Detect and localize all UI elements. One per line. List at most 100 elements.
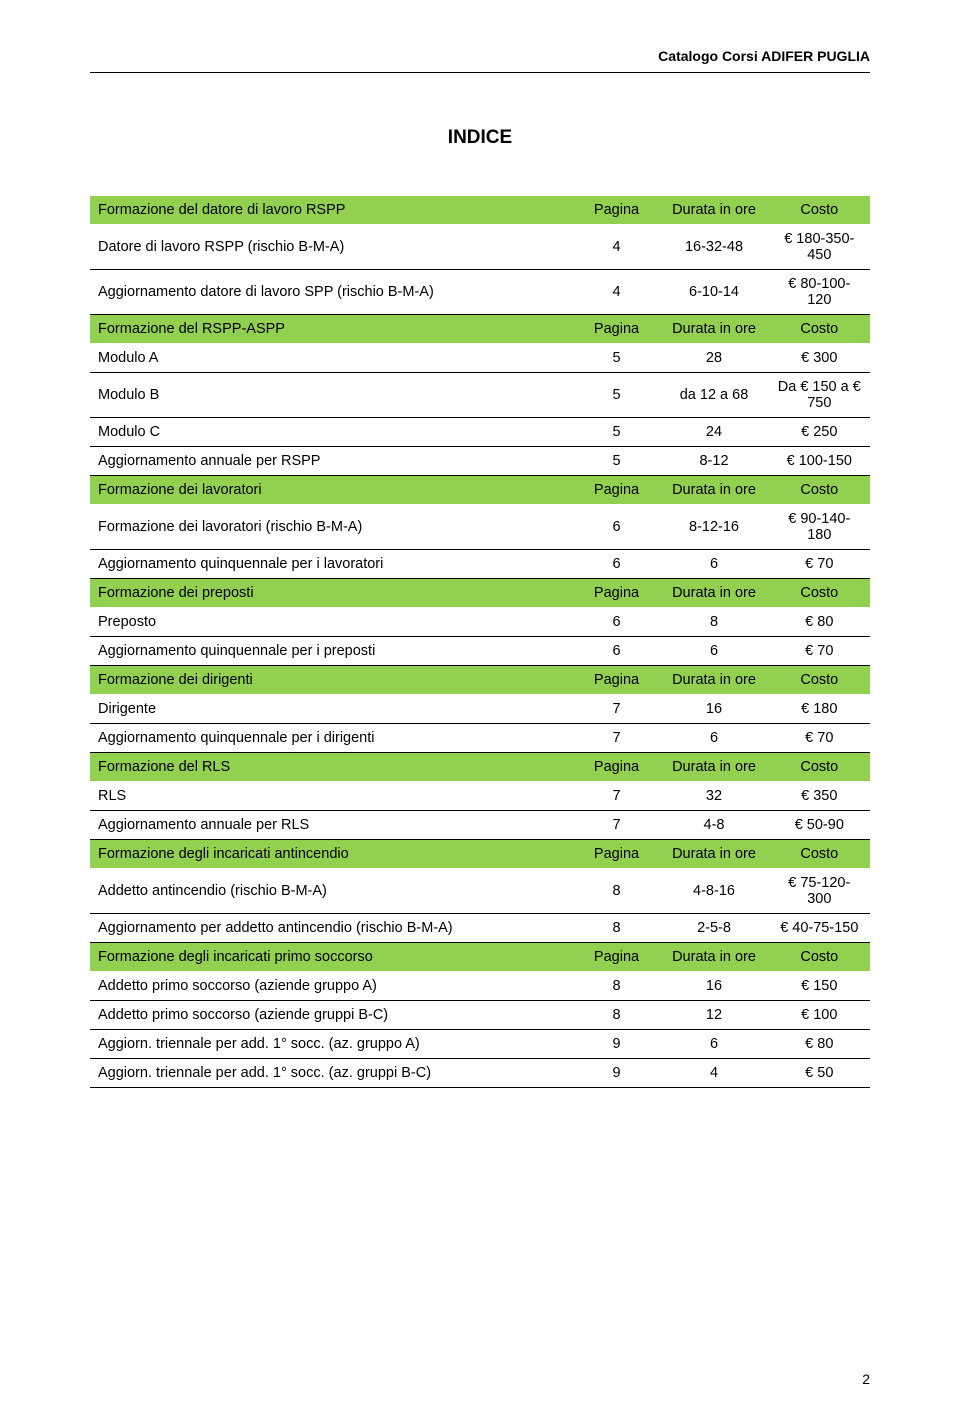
course-cost: € 300: [769, 344, 870, 373]
course-duration: 8-12-16: [659, 505, 768, 550]
course-duration: 32: [659, 782, 768, 811]
course-cost: € 40-75-150: [769, 914, 870, 943]
table-row: Preposto68€ 80: [90, 608, 870, 637]
col-header-duration: Durata in ore: [659, 476, 768, 505]
table-row: Addetto primo soccorso (aziende gruppo A…: [90, 972, 870, 1001]
table-row: Modulo B5da 12 a 68Da € 150 a € 750: [90, 373, 870, 418]
course-duration: 8: [659, 608, 768, 637]
course-cost: € 90-140-180: [769, 505, 870, 550]
course-duration: da 12 a 68: [659, 373, 768, 418]
col-header-cost: Costo: [769, 315, 870, 344]
course-duration: 8-12: [659, 447, 768, 476]
course-cost: € 50: [769, 1059, 870, 1088]
course-name: Aggiorn. triennale per add. 1° socc. (az…: [90, 1030, 574, 1059]
course-cost: € 250: [769, 418, 870, 447]
course-page: 7: [574, 724, 660, 753]
course-duration: 6-10-14: [659, 270, 768, 315]
course-cost: € 180: [769, 695, 870, 724]
section-header: Formazione dei prepostiPaginaDurata in o…: [90, 579, 870, 608]
course-page: 9: [574, 1030, 660, 1059]
course-name: Addetto primo soccorso (aziende gruppi B…: [90, 1001, 574, 1030]
course-cost: € 50-90: [769, 811, 870, 840]
col-header-duration: Durata in ore: [659, 753, 768, 782]
col-header-duration: Durata in ore: [659, 666, 768, 695]
col-header-duration: Durata in ore: [659, 840, 768, 869]
course-duration: 16: [659, 695, 768, 724]
course-cost: € 100: [769, 1001, 870, 1030]
course-page: 5: [574, 418, 660, 447]
course-name: Preposto: [90, 608, 574, 637]
course-name: Modulo C: [90, 418, 574, 447]
section-title: Formazione del datore di lavoro RSPP: [90, 196, 574, 225]
table-row: Aggiornamento annuale per RLS74-8€ 50-90: [90, 811, 870, 840]
course-cost: € 75-120-300: [769, 869, 870, 914]
course-page: 5: [574, 447, 660, 476]
course-page: 7: [574, 811, 660, 840]
table-row: RLS732€ 350: [90, 782, 870, 811]
table-row: Dirigente716€ 180: [90, 695, 870, 724]
course-page: 8: [574, 869, 660, 914]
course-name: Aggiornamento per addetto antincendio (r…: [90, 914, 574, 943]
table-row: Addetto primo soccorso (aziende gruppi B…: [90, 1001, 870, 1030]
col-header-page: Pagina: [574, 943, 660, 972]
col-header-duration: Durata in ore: [659, 943, 768, 972]
table-row: Aggiorn. triennale per add. 1° socc. (az…: [90, 1030, 870, 1059]
course-page: 8: [574, 972, 660, 1001]
course-cost: € 180-350-450: [769, 225, 870, 270]
col-header-page: Pagina: [574, 315, 660, 344]
col-header-cost: Costo: [769, 579, 870, 608]
table-row: Aggiornamento quinquennale per i dirigen…: [90, 724, 870, 753]
course-name: Modulo B: [90, 373, 574, 418]
course-page: 4: [574, 225, 660, 270]
course-page: 6: [574, 505, 660, 550]
table-row: Aggiornamento quinquennale per i prepost…: [90, 637, 870, 666]
section-header: Formazione del datore di lavoro RSPPPagi…: [90, 196, 870, 225]
course-cost: € 70: [769, 724, 870, 753]
col-header-page: Pagina: [574, 579, 660, 608]
col-header-duration: Durata in ore: [659, 579, 768, 608]
col-header-cost: Costo: [769, 753, 870, 782]
course-name: Aggiornamento quinquennale per i dirigen…: [90, 724, 574, 753]
page-container: Catalogo Corsi ADIFER PUGLIA INDICE Form…: [0, 0, 960, 1417]
course-cost: € 150: [769, 972, 870, 1001]
section-title: Formazione del RSPP-ASPP: [90, 315, 574, 344]
course-name: Addetto primo soccorso (aziende gruppo A…: [90, 972, 574, 1001]
col-header-page: Pagina: [574, 840, 660, 869]
section-title: Formazione degli incaricati antincendio: [90, 840, 574, 869]
table-row: Aggiornamento datore di lavoro SPP (risc…: [90, 270, 870, 315]
course-duration: 16: [659, 972, 768, 1001]
course-duration: 28: [659, 344, 768, 373]
course-name: Dirigente: [90, 695, 574, 724]
course-cost: € 350: [769, 782, 870, 811]
course-duration: 4-8: [659, 811, 768, 840]
course-name: RLS: [90, 782, 574, 811]
course-duration: 16-32-48: [659, 225, 768, 270]
col-header-cost: Costo: [769, 943, 870, 972]
course-duration: 6: [659, 550, 768, 579]
col-header-page: Pagina: [574, 666, 660, 695]
course-cost: € 80-100-120: [769, 270, 870, 315]
course-name: Addetto antincendio (rischio B-M-A): [90, 869, 574, 914]
course-name: Modulo A: [90, 344, 574, 373]
course-page: 6: [574, 550, 660, 579]
section-title: Formazione dei preposti: [90, 579, 574, 608]
course-page: 9: [574, 1059, 660, 1088]
page-number: 2: [862, 1371, 870, 1387]
course-duration: 6: [659, 637, 768, 666]
course-duration: 2-5-8: [659, 914, 768, 943]
table-row: Aggiornamento annuale per RSPP58-12€ 100…: [90, 447, 870, 476]
course-cost: € 80: [769, 1030, 870, 1059]
section-header: Formazione degli incaricati antincendioP…: [90, 840, 870, 869]
table-row: Formazione dei lavoratori (rischio B-M-A…: [90, 505, 870, 550]
course-cost: € 100-150: [769, 447, 870, 476]
course-name: Aggiornamento datore di lavoro SPP (risc…: [90, 270, 574, 315]
catalog-table: Formazione del datore di lavoro RSPP Pagi…: [90, 195, 870, 1088]
section-title: Formazione del RLS: [90, 753, 574, 782]
table-row: Addetto antincendio (rischio B-M-A)84-8-…: [90, 869, 870, 914]
table-row: Aggiornamento quinquennale per i lavorat…: [90, 550, 870, 579]
col-header-cost: Costo: [769, 666, 870, 695]
course-name: Aggiornamento quinquennale per i lavorat…: [90, 550, 574, 579]
course-name: Formazione dei lavoratori (rischio B-M-A…: [90, 505, 574, 550]
section-header: Formazione dei dirigentiPaginaDurata in …: [90, 666, 870, 695]
col-header-duration: Durata in ore: [659, 196, 768, 225]
